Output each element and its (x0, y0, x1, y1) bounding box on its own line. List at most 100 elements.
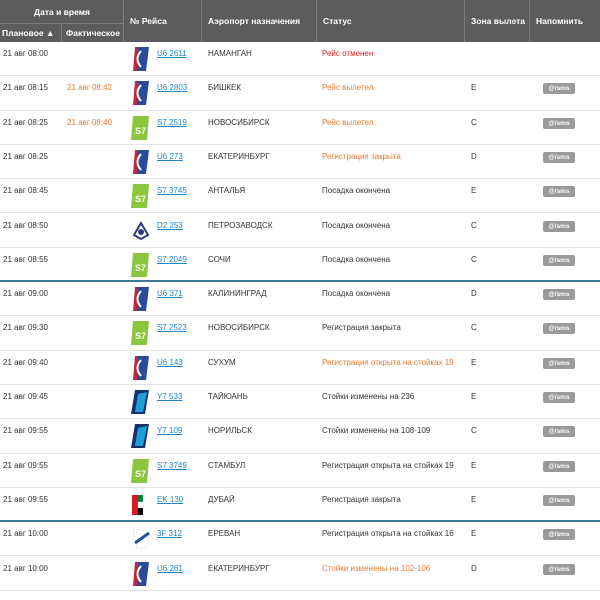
remind-sms-button[interactable]: @/sms (543, 117, 575, 129)
flight-number-link[interactable]: S7 2049 (157, 254, 187, 264)
flight-row: 21 авг 09:45 Y7 533 ТАЙЮАНЬ Стойки изменены… (0, 385, 600, 420)
departure-zone: C (471, 426, 477, 436)
planned-sort-header[interactable]: Плановое ▲ (0, 24, 62, 42)
flight-row: 21 авг 09:00 U6 371 КАЛИНИНГРАД Посадка око… (0, 282, 600, 317)
remind-sms-button[interactable]: @/sms (543, 220, 575, 232)
planned-time: 21 авг 09:55 (3, 494, 48, 504)
remind-header: Напомнить (536, 16, 584, 26)
remind-sms-button[interactable]: @/sms (543, 494, 575, 506)
flight-number-link[interactable]: U6 2611 (157, 49, 187, 58)
flight-number-link[interactable]: 3F 312 (157, 529, 182, 539)
remind-sms-button[interactable]: @/sms (543, 426, 575, 438)
flight-number-link[interactable]: U6 273 (157, 151, 183, 161)
planned-time: 21 авг 08:15 (3, 83, 48, 93)
planned-time: 21 авг 10:00 (3, 529, 48, 539)
remind-sms-button[interactable]: @/sms (543, 563, 575, 575)
flight-number-link[interactable]: S7 2523 (157, 323, 187, 333)
remind-sms-button[interactable]: @/sms (543, 289, 575, 301)
departure-zone: E (471, 83, 477, 93)
zone-header[interactable]: Зона вылета (465, 0, 530, 42)
flight-row: 21 авг 10:00 U6 261 ЕКАТЕРИНБУРГ Стойки изм… (0, 557, 600, 591)
remind-sms-button[interactable]: @/sms (543, 323, 575, 335)
departure-zone: E (471, 460, 477, 470)
destination: КАЛИНИНГРАД (208, 289, 267, 299)
flight-status: Регистрация закрыта (322, 151, 401, 161)
flight-number-link[interactable]: Y7 109 (157, 426, 183, 436)
planned-time: 21 авг 09:00 (3, 289, 48, 299)
remind-sms-button[interactable]: @/sms (543, 460, 575, 472)
destination: СОЧИ (208, 254, 231, 264)
actual-header[interactable]: Фактическое (66, 28, 120, 38)
destination: ЕКАТЕРИНБУРГ (208, 563, 270, 573)
airline-logo-icon: S7 (129, 319, 153, 347)
remind-sms-button[interactable]: @/sms (543, 83, 575, 95)
planned-time: 21 авг 09:45 (3, 392, 48, 401)
flight-status: Посадка окончена (322, 289, 391, 299)
remind-sms-button[interactable]: @/sms (543, 529, 575, 541)
airline-logo-icon: S7 (129, 457, 153, 485)
departure-zone: E (471, 529, 477, 539)
flight-status: Регистрация открыта на стойках 16 (322, 529, 454, 539)
departure-zone: E (471, 357, 477, 367)
destination: БИШКЕК (208, 83, 241, 93)
flight-status: Рейс отменен (322, 49, 374, 58)
destination: НАМАНГАН (208, 49, 252, 58)
flight-status: Стойки изменены на 102-106 (322, 563, 431, 573)
flight-number-link[interactable]: Y7 533 (157, 392, 183, 401)
planned-time: 21 авг 08:45 (3, 186, 48, 196)
flight-number-link[interactable]: U6 261 (157, 563, 183, 573)
airline-logo-icon (129, 79, 153, 107)
actual-time: 21 авг 08:40 (67, 117, 112, 127)
flight-number-link[interactable]: S7 3749 (157, 460, 187, 470)
airline-logo-icon: S7 (129, 114, 153, 142)
airline-logo-icon (129, 388, 153, 416)
flight-header[interactable]: № Рейса (124, 0, 202, 42)
planned-time: 21 авг 08:25 (3, 117, 48, 127)
flight-row: 21 авг 08:45 S7 S7 3745 АНТАЛЬЯ Посадка окон… (0, 179, 600, 214)
flight-row: 21 авг 09:55 Y7 109 НОРИЛЬСК Стойки изменен… (0, 419, 600, 454)
flight-row: 21 авг 08:00 U6 2611 НАМАНГАН Рейс отменен (0, 42, 600, 77)
flight-status: Посадка окончена (322, 186, 391, 196)
remind-sms-button[interactable]: @/sms (543, 186, 575, 198)
remind-sms-button[interactable]: @/sms (543, 357, 575, 369)
departure-zone: D (471, 289, 477, 299)
destination: НОВОСИБИРСК (208, 323, 270, 333)
airline-logo-icon (129, 45, 153, 73)
flight-row: 21 авг 09:55 EK 130 ДУБАЙ Регистрация закры… (0, 488, 600, 523)
flight-status: Регистрация открыта на стойках 19 (322, 460, 454, 470)
airline-logo-icon (129, 560, 153, 588)
flight-row: 21 авг 08:55 S7 S7 2049 СОЧИ Посадка окончен… (0, 248, 600, 283)
planned-time: 21 авг 09:55 (3, 426, 48, 436)
flight-row: 21 авг 08:15 21 авг 08:42 U6 2803 БИШКЕК Рей… (0, 76, 600, 111)
flight-number-link[interactable]: S7 3745 (157, 186, 187, 196)
destination-header[interactable]: Аэропорт назначения (202, 0, 317, 42)
flight-number-link[interactable]: S7 2519 (157, 117, 187, 127)
airline-logo-icon (129, 422, 153, 450)
flight-row: 21 авг 09:40 U6 143 СУХУМ Регистрация откры… (0, 351, 600, 385)
airline-logo-icon (129, 491, 153, 519)
destination: НОВОСИБИРСК (208, 117, 270, 127)
destination: НОРИЛЬСК (208, 426, 252, 436)
flight-number-link[interactable]: D2 253 (157, 220, 183, 230)
airline-logo-icon (129, 148, 153, 176)
flight-number-link[interactable]: U6 2803 (157, 83, 188, 93)
destination: ПЕТРОЗАВОДСК (208, 220, 273, 230)
flight-number-link[interactable]: U6 143 (157, 357, 183, 367)
flight-number-link[interactable]: EK 130 (157, 494, 184, 504)
status-header[interactable]: Статус (317, 0, 465, 42)
airline-logo-icon: S7 (129, 182, 153, 210)
remind-sms-button[interactable]: @/sms (543, 254, 575, 266)
svg-text:S7: S7 (135, 469, 146, 479)
departure-zone: E (471, 392, 477, 401)
planned-time: 21 авг 08:00 (3, 49, 48, 58)
departure-zone: C (471, 117, 477, 127)
planned-time: 21 авг 09:55 (3, 460, 48, 470)
flight-number-link[interactable]: U6 371 (157, 289, 183, 299)
svg-text:S7: S7 (135, 194, 146, 204)
remind-sms-button[interactable]: @/sms (543, 151, 575, 163)
svg-text:S7: S7 (135, 263, 146, 273)
remind-sms-button[interactable]: @/sms (543, 392, 575, 403)
destination: ДУБАЙ (208, 494, 235, 504)
flight-row: 21 авг 10:00 3F 312 ЕРЕВАН Регистрация откр… (0, 522, 600, 557)
destination: ЕКАТЕРИНБУРГ (208, 151, 270, 161)
